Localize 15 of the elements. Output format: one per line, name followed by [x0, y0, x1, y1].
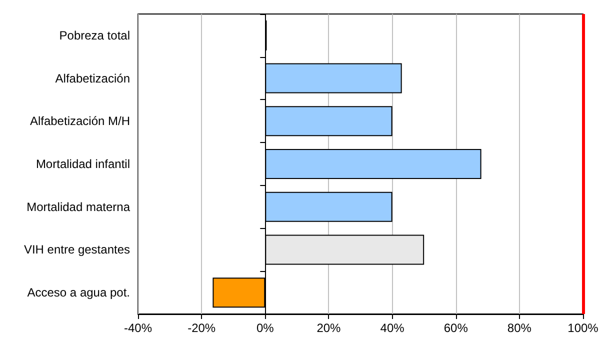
x-tick-label: -40% [124, 321, 152, 335]
y-tick-label: Alfabetización [55, 71, 130, 86]
y-tick-label: VIH entre gestantes [24, 242, 130, 257]
y-tick-label: Mortalidad materna [26, 200, 130, 214]
x-tick-label: 20% [316, 321, 342, 335]
y-tick-label: Acceso a agua pot. [27, 286, 130, 300]
x-tick-label: -20% [188, 321, 216, 335]
x-tick-label: 100% [568, 321, 599, 335]
x-tick-label: 60% [444, 321, 468, 335]
y-tick-label: Pobreza total [59, 28, 130, 42]
y-tick-label: Alfabetización M/H [30, 114, 130, 128]
x-tick-label: 40% [380, 321, 405, 335]
x-tick-label: 80% [507, 321, 532, 335]
y-tick-label: Mortalidad infantil [36, 157, 130, 171]
x-tick-label: 0% [256, 321, 274, 335]
